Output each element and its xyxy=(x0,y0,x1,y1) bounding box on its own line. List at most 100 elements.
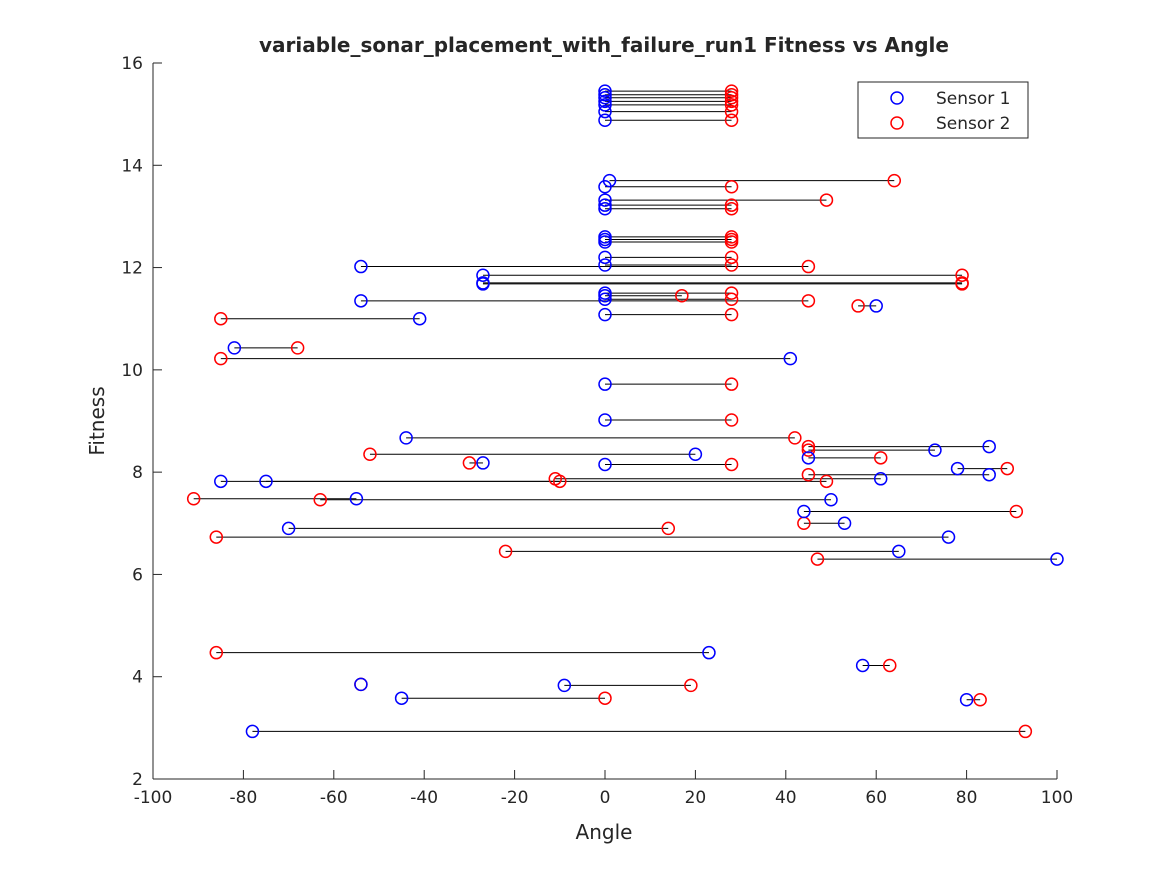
x-tick-label: 80 xyxy=(956,788,978,808)
sensor-1-point-23 xyxy=(598,292,612,307)
sensor-2-point-9 xyxy=(819,193,834,207)
sensor-2-point-28 xyxy=(290,341,305,355)
legend: Sensor 1 Sensor 2 xyxy=(857,81,1029,139)
y-tick-label: 12 xyxy=(121,259,143,279)
sensor-1-point-46 xyxy=(797,504,811,519)
y-tick-label: 4 xyxy=(132,668,143,688)
legend-marker-sensor-2 xyxy=(890,116,904,130)
sensor-1-point-2 xyxy=(598,91,612,105)
sensor-2-point-27 xyxy=(214,311,228,326)
x-tick-label: 60 xyxy=(865,788,887,808)
sensor-1-point-24 xyxy=(354,294,368,308)
sensor-2-point-57 xyxy=(973,692,987,707)
sensor-2-point-53 xyxy=(883,658,897,673)
sensor-2-point-21 xyxy=(724,286,739,300)
sensor-2-point-4 xyxy=(724,98,739,112)
sensor-2-point-43 xyxy=(553,474,567,489)
x-tick-label: -80 xyxy=(230,788,258,808)
sensor-2-point-58 xyxy=(1018,724,1033,739)
sensor-2-point-6 xyxy=(724,113,739,128)
sensor-1-point-54 xyxy=(354,677,368,692)
sensor-1-point-35 xyxy=(688,447,703,461)
sensor-1-point-51 xyxy=(1050,552,1064,566)
sensor-1-point-26 xyxy=(598,307,612,322)
sensor-1-point-17 xyxy=(354,259,368,274)
sensor-1-point-25 xyxy=(869,299,883,313)
x-tick-label: -60 xyxy=(320,788,348,808)
sensor-2-point-52 xyxy=(209,645,224,660)
sensor-1-point-29 xyxy=(783,351,798,366)
sensor-1-point-48 xyxy=(281,521,296,536)
legend-label-sensor-2: Sensor 2 xyxy=(936,114,1011,134)
sensor-1-point-3 xyxy=(598,94,612,109)
sensor-1-point-36 xyxy=(801,451,816,465)
sensor-1-point-58 xyxy=(245,724,260,739)
sensor-2-point-30 xyxy=(724,377,739,391)
sensor-2-point-0 xyxy=(724,84,739,98)
axes: -100 -80 -60 -40 -20 0 20 40 60 80 100 2 4 6 8 10 12 14 16 xyxy=(121,54,1073,808)
sensor-1-point-43 xyxy=(214,474,228,489)
sensor-2-point-39 xyxy=(1000,461,1015,476)
sensor-1-point-0 xyxy=(598,84,612,98)
sensor-2-point-49 xyxy=(209,530,224,544)
x-tick-label: 20 xyxy=(685,788,707,808)
x-tick-label: 100 xyxy=(1041,788,1073,808)
sensor-2-point-5 xyxy=(724,104,739,119)
sensor-1-point-55 xyxy=(557,678,572,693)
chart-title: variable_sonar_placement_with_failure_ru… xyxy=(259,33,949,57)
sensor-1-point-32 xyxy=(399,431,413,445)
sensor-1-point-28 xyxy=(227,341,242,355)
sensor-2-point-46 xyxy=(1009,504,1024,519)
sensor-2-point-42 xyxy=(819,474,834,489)
sensor-2-point-2 xyxy=(724,91,739,105)
sensor-1-point-6 xyxy=(598,113,612,128)
sensor-2-point-35 xyxy=(363,447,377,461)
sensor-1-point-18 xyxy=(476,268,490,282)
sensor-2-point-37 xyxy=(462,456,477,470)
sensor-1-point-15 xyxy=(598,250,612,265)
sensor-2-point-32 xyxy=(788,431,802,445)
sensor-1-point-45 xyxy=(824,493,838,507)
sensor-1-point-47 xyxy=(837,516,852,531)
sensor-1-point-34 xyxy=(928,443,942,457)
sensor-1-point-27 xyxy=(412,311,427,326)
sensor-1-point-56 xyxy=(394,691,409,705)
sensor-2-points xyxy=(186,84,1033,739)
connector-lines xyxy=(193,90,1057,732)
x-tick-label: -20 xyxy=(501,788,529,808)
sensor-2-point-25 xyxy=(851,299,865,313)
sensor-2-point-48 xyxy=(661,521,676,536)
y-axis-label: Fitness xyxy=(85,386,109,455)
sensor-2-point-22 xyxy=(675,288,689,303)
sensor-2-point-34 xyxy=(801,443,816,457)
sensor-1-point-42 xyxy=(259,474,273,489)
x-tick-label: -40 xyxy=(410,788,438,808)
sensor-1-point-22 xyxy=(598,288,612,303)
sensor-1-point-20 xyxy=(476,277,490,291)
sensor-2-point-14 xyxy=(724,235,739,249)
sensor-1-point-16 xyxy=(598,258,612,272)
legend-label-sensor-1: Sensor 1 xyxy=(936,89,1011,109)
sensor-2-point-8 xyxy=(724,180,739,194)
sensor-1-point-9 xyxy=(598,193,612,207)
sensor-1-point-30 xyxy=(598,377,612,391)
sensor-2-point-18 xyxy=(955,268,969,282)
sensor-2-point-45 xyxy=(313,493,327,507)
sensor-1-point-49 xyxy=(941,530,956,544)
sensor-1-point-5 xyxy=(598,104,612,119)
x-tick-label: 40 xyxy=(775,788,797,808)
sensor-2-point-40 xyxy=(801,467,816,482)
sensor-2-point-11 xyxy=(724,202,739,216)
x-tick-label: -100 xyxy=(134,788,173,808)
sensor-1-point-53 xyxy=(855,658,870,673)
sensor-1-points xyxy=(214,84,1064,739)
sensor-2-point-31 xyxy=(724,413,739,427)
sensor-2-point-38 xyxy=(724,457,739,472)
sensor-1-point-39 xyxy=(950,461,965,476)
y-tick-label: 2 xyxy=(132,770,143,790)
sensor-2-point-51 xyxy=(810,552,825,566)
sensor-2-point-44 xyxy=(186,491,201,506)
y-tick-label: 10 xyxy=(121,361,143,381)
sensor-1-point-11 xyxy=(598,202,612,216)
sensor-2-point-55 xyxy=(684,678,698,693)
